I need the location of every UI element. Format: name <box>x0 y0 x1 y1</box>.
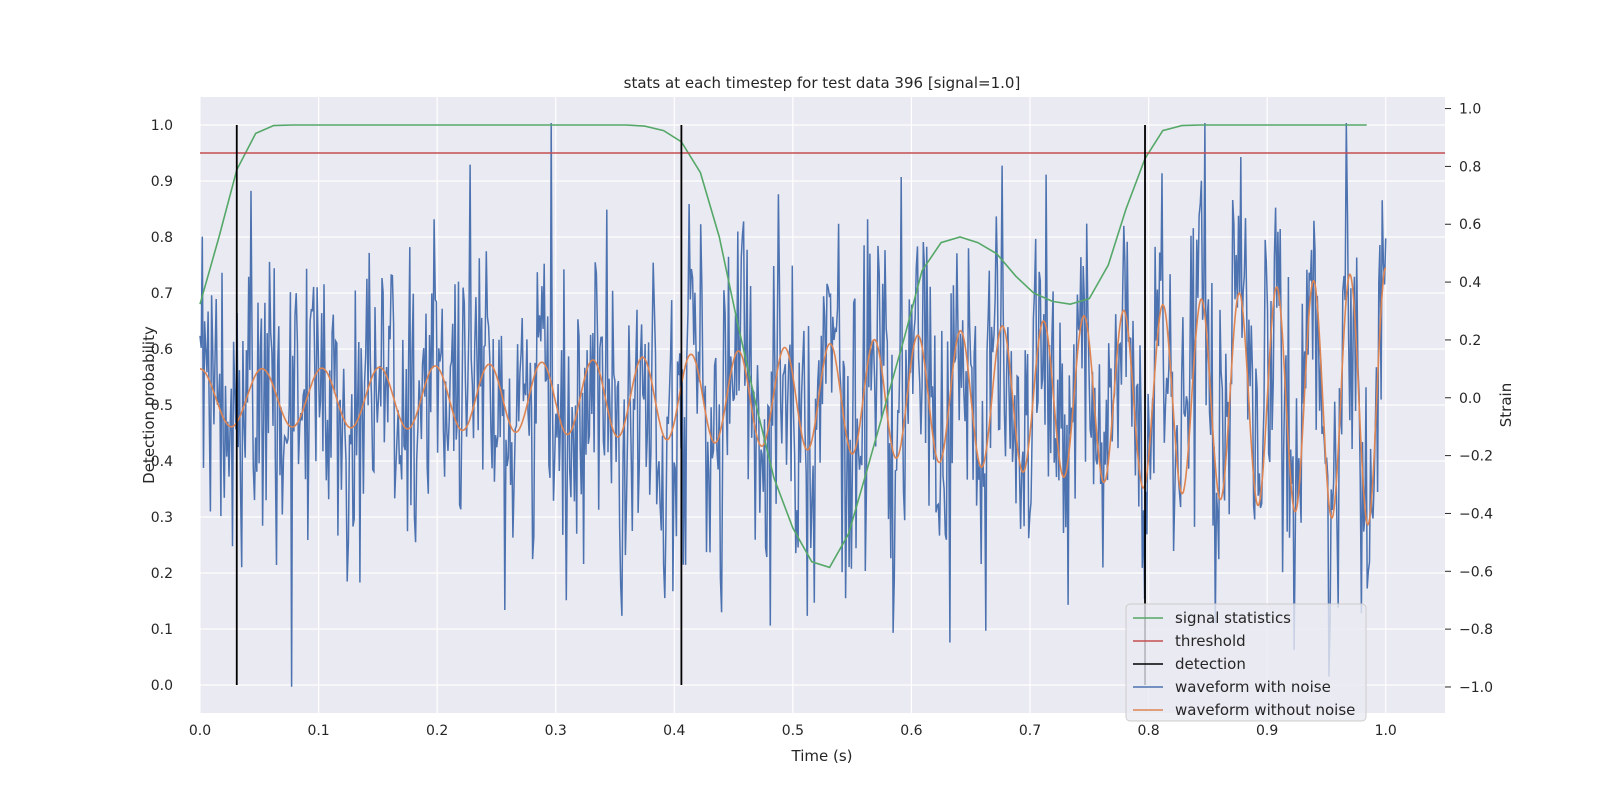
right-y-tick-label: −1.0 <box>1459 680 1493 696</box>
x-tick-label: 0.8 <box>1137 723 1159 739</box>
waveform-with-noise-line <box>199 122 1387 687</box>
x-tick-label: 0.4 <box>663 723 685 739</box>
x-tick-label: 1.0 <box>1375 723 1397 739</box>
legend-label-signal-statistics: signal statistics <box>1175 609 1291 627</box>
x-tick-label: 0.2 <box>426 723 448 739</box>
signal-statistics-path <box>199 124 1367 569</box>
right-y-tick-label: 0.0 <box>1459 391 1481 407</box>
left-y-tick-label: 0.7 <box>151 286 173 302</box>
waveform-with-noise-path <box>199 122 1387 687</box>
left-y-axis-ticks: 0.0 0.1 0.2 0.3 0.4 0.5 0.6 0.7 0.8 0.9 1.0 <box>151 118 173 694</box>
x-tick-label: 0.1 <box>307 723 329 739</box>
right-y-tick-label: 0.2 <box>1459 333 1481 349</box>
x-tick-label: 0.6 <box>900 723 922 739</box>
legend-label-threshold: threshold <box>1175 632 1246 650</box>
right-y-axis-label: Strain <box>1497 383 1515 427</box>
legend: signal statistics threshold detection wa… <box>1125 603 1367 722</box>
left-y-tick-label: 0.3 <box>151 510 173 526</box>
x-tick-label: 0.3 <box>545 723 567 739</box>
left-y-tick-label: 0.8 <box>151 230 173 246</box>
legend-label-waveform-with-noise: waveform with noise <box>1175 678 1331 696</box>
legend-label-detection: detection <box>1175 655 1246 673</box>
x-tick-label: 0.9 <box>1256 723 1278 739</box>
left-y-tick-label: 0.6 <box>151 342 173 358</box>
chart-title: stats at each timestep for test data 396… <box>624 74 1021 92</box>
left-y-tick-label: 0.1 <box>151 622 173 638</box>
left-y-tick-label: 0.0 <box>151 678 173 694</box>
right-y-tick-label: 0.6 <box>1459 217 1481 233</box>
legend-box <box>1125 603 1367 722</box>
left-y-tick-label: 0.9 <box>151 174 173 190</box>
right-y-tick-label: −0.4 <box>1459 506 1493 522</box>
right-y-axis-ticks: −1.0 −0.8 −0.6 −0.4 −0.2 0.0 0.2 0.4 0.6 0.8 1.0 <box>1445 102 1493 696</box>
x-tick-label: 0.0 <box>189 723 211 739</box>
x-axis-ticks: 0.0 0.1 0.2 0.3 0.4 0.5 0.6 0.7 0.8 0.9 1.0 <box>189 723 1397 739</box>
waveform-without-noise-line <box>199 267 1387 526</box>
legend-label-waveform-without-noise: waveform without noise <box>1175 701 1355 719</box>
x-tick-label: 0.7 <box>1019 723 1041 739</box>
right-y-tick-label: −0.8 <box>1459 622 1493 638</box>
detection-lines <box>235 125 1146 685</box>
left-y-tick-label: 0.4 <box>151 454 173 470</box>
left-y-tick-label: 0.2 <box>151 566 173 582</box>
right-y-tick-label: 0.4 <box>1459 275 1481 291</box>
left-y-tick-label: 0.5 <box>151 398 173 414</box>
x-axis-label: Time (s) <box>791 747 853 765</box>
waveform-without-noise-path <box>199 267 1387 526</box>
right-y-tick-label: −0.6 <box>1459 564 1493 580</box>
left-y-tick-label: 1.0 <box>151 118 173 134</box>
right-y-tick-label: 0.8 <box>1459 159 1481 175</box>
right-y-tick-label: 1.0 <box>1459 102 1481 118</box>
signal-statistics-line <box>199 124 1367 569</box>
left-y-axis-label: Detection probability <box>140 326 158 484</box>
right-y-tick-label: −0.2 <box>1459 449 1493 465</box>
x-tick-label: 0.5 <box>782 723 804 739</box>
